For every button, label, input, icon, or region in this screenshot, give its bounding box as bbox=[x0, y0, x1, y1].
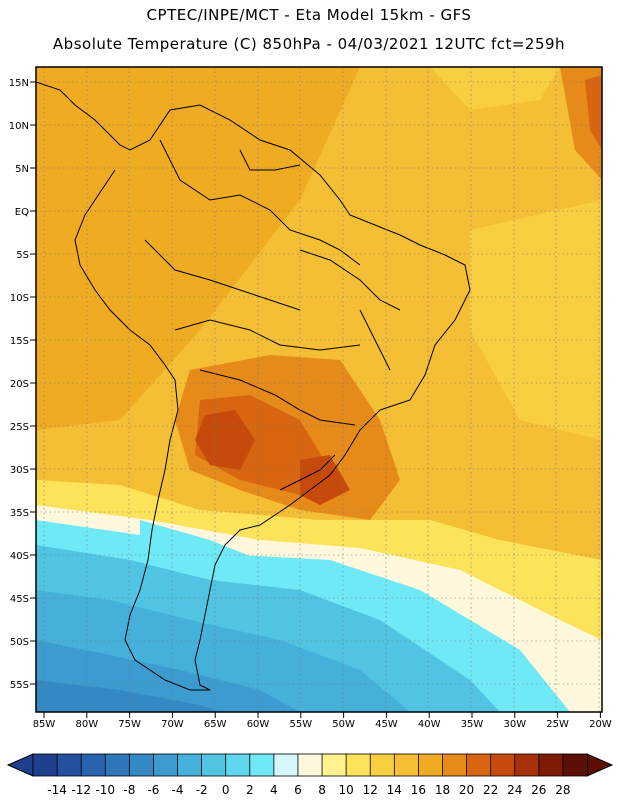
colorbar-label: 10 bbox=[338, 783, 353, 797]
lat-tick-label: 10S bbox=[10, 293, 29, 304]
lon-tick-label: 30W bbox=[503, 719, 526, 730]
colorbar-label: 0 bbox=[222, 783, 230, 797]
lat-tick-label: 5S bbox=[16, 250, 29, 261]
colorbar-label: 12 bbox=[363, 783, 378, 797]
colorbar-label: -4 bbox=[172, 783, 184, 797]
colorbar-swatch bbox=[104, 753, 131, 777]
colorbar-swatch bbox=[466, 753, 492, 777]
colorbar-swatch bbox=[273, 753, 299, 777]
colorbar-label: -2 bbox=[196, 783, 208, 797]
lat-tick-label: 45S bbox=[10, 594, 29, 605]
map-frame bbox=[35, 66, 603, 713]
lon-tick-label: 80W bbox=[75, 719, 98, 730]
colorbar-swatch bbox=[201, 753, 227, 777]
lon-tick-label: 50W bbox=[332, 719, 355, 730]
colorbar-label: 26 bbox=[531, 783, 546, 797]
colorbar-label: 28 bbox=[555, 783, 570, 797]
lon-tick-label: 35W bbox=[461, 719, 484, 730]
colorbar-swatch bbox=[80, 753, 107, 777]
colorbar-label: 14 bbox=[387, 783, 402, 797]
chart-title-model: CPTEC/INPE/MCT - Eta Model 15km - GFS bbox=[146, 6, 472, 24]
lon-tick-label: 60W bbox=[247, 719, 270, 730]
colorbar-swatch bbox=[514, 753, 540, 777]
colorbar-swatch bbox=[128, 753, 155, 777]
colorbar-swatch bbox=[393, 753, 420, 777]
colorbar-label: 4 bbox=[270, 783, 278, 797]
colorbar-label: -10 bbox=[95, 783, 115, 797]
lon-tick-label: 70W bbox=[161, 719, 184, 730]
colorbar-label: 18 bbox=[435, 783, 450, 797]
colorbar-swatch bbox=[562, 753, 588, 777]
longitude-axis: 85W 80W 75W 70W 65W 60W 55W 50W 45W 40W 35W 30W 25W 2… bbox=[33, 712, 612, 730]
lat-tick-label: 25S bbox=[10, 422, 29, 433]
colorbar-swatch bbox=[417, 753, 444, 777]
colorbar-label: 20 bbox=[459, 783, 474, 797]
colorbar: -14 -12 -10 -8 -6 -4 -2 0 2 4 6 8 10 12 14 16 18 20 22 24 26… bbox=[6, 753, 614, 797]
lat-tick-label: 40S bbox=[10, 551, 29, 562]
colorbar-label: 6 bbox=[294, 783, 302, 797]
colorbar-swatch bbox=[32, 753, 58, 777]
colorbar-min-arrow bbox=[6, 753, 34, 777]
colorbar-swatch bbox=[177, 753, 203, 777]
colorbar-swatch bbox=[490, 753, 516, 777]
colorbar-swatch bbox=[538, 753, 564, 777]
colorbar-label: 24 bbox=[507, 783, 522, 797]
temperature-field bbox=[36, 67, 602, 712]
colorbar-label: 16 bbox=[411, 783, 426, 797]
colorbar-swatch bbox=[345, 753, 372, 777]
lat-tick-label: 20S bbox=[10, 379, 29, 390]
colorbar-label: 22 bbox=[483, 783, 498, 797]
chart-title-variable: Absolute Temperature (C) 850hPa - 04/03/… bbox=[52, 35, 566, 53]
colorbar-swatch bbox=[442, 753, 468, 777]
lat-tick-label: 55S bbox=[10, 680, 29, 691]
lat-tick-label: 10N bbox=[9, 121, 29, 132]
lon-tick-label: 85W bbox=[33, 719, 56, 730]
lat-tick-label: 50S bbox=[10, 637, 29, 648]
lon-tick-label: 45W bbox=[375, 719, 398, 730]
lon-tick-label: 75W bbox=[118, 719, 141, 730]
lat-tick-label: 15S bbox=[10, 336, 29, 347]
colorbar-label: -14 bbox=[47, 783, 67, 797]
colorbar-swatch bbox=[369, 753, 396, 777]
colorbar-label: 8 bbox=[318, 783, 326, 797]
colorbar-swatch bbox=[225, 753, 251, 777]
lat-tick-label: 15N bbox=[9, 78, 29, 89]
colorbar-swatch bbox=[297, 753, 323, 777]
colorbar-label: -6 bbox=[147, 783, 159, 797]
lat-tick-label: 35S bbox=[10, 508, 29, 519]
colorbar-label: -8 bbox=[123, 783, 135, 797]
lat-tick-label: EQ bbox=[15, 207, 29, 218]
lon-tick-label: 20W bbox=[589, 719, 612, 730]
latitude-axis: 15N 10N 5N EQ 5S 10S 15S 20S 25S 30S 35S 40S 45S 50S 5… bbox=[9, 78, 36, 691]
colorbar-max-arrow bbox=[586, 753, 614, 777]
colorbar-label: -12 bbox=[71, 783, 91, 797]
lon-tick-label: 25W bbox=[546, 719, 569, 730]
colorbar-swatch bbox=[249, 753, 275, 777]
colorbar-swatch bbox=[56, 753, 83, 777]
lat-tick-label: 30S bbox=[10, 465, 29, 476]
colorbar-label: 2 bbox=[246, 783, 254, 797]
lon-tick-label: 65W bbox=[204, 719, 227, 730]
colorbar-swatch bbox=[321, 753, 348, 777]
lat-tick-label: 5N bbox=[15, 164, 29, 175]
lon-tick-label: 40W bbox=[418, 719, 441, 730]
colorbar-swatch bbox=[153, 753, 179, 777]
lon-tick-label: 55W bbox=[289, 719, 312, 730]
